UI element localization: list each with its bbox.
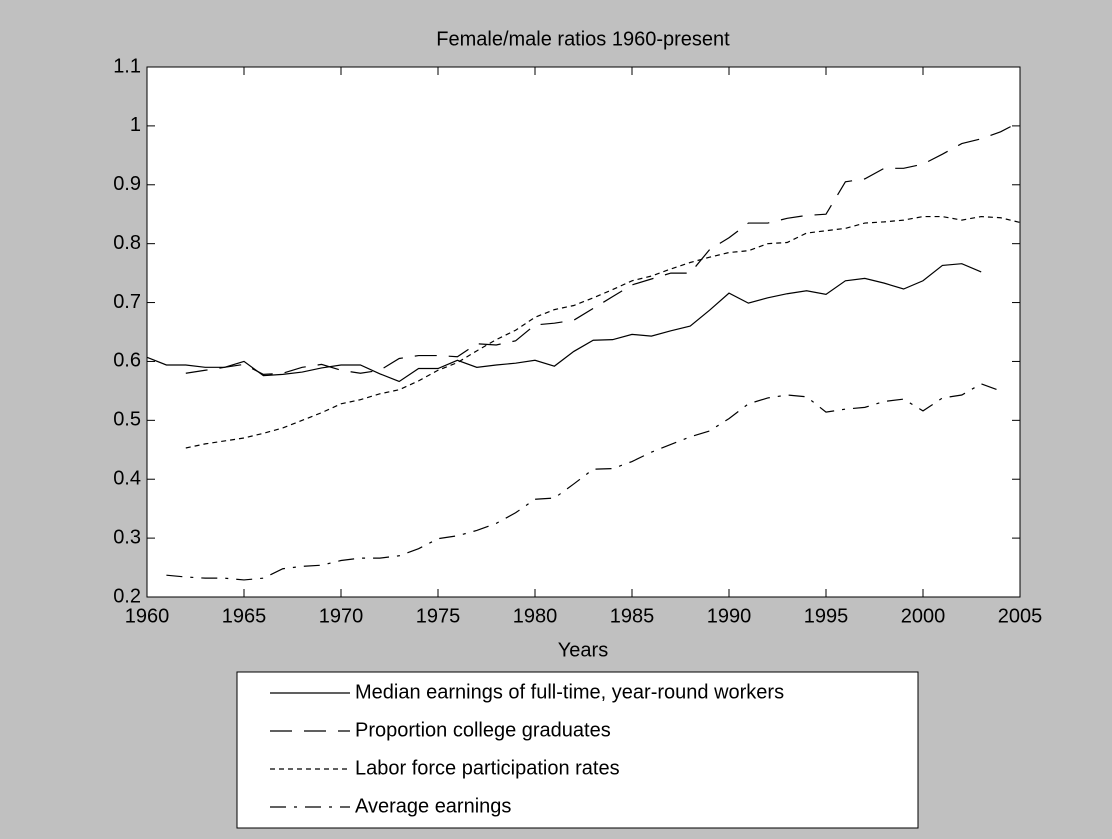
legend-label: Labor force participation rates: [355, 757, 620, 779]
legend-label: Average earnings: [355, 795, 511, 817]
series-line: [185, 215, 1021, 449]
y-tick-label: 0.9: [113, 173, 141, 195]
legend-label: Median earnings of full-time, year-round…: [355, 681, 784, 703]
y-tick-label: 1: [130, 114, 141, 136]
series-line: [185, 121, 1021, 376]
x-tick-label: 1965: [222, 605, 267, 627]
legend-box: [236, 671, 919, 829]
x-tick-label: 1975: [416, 605, 461, 627]
y-tick-label: 0.3: [113, 526, 141, 548]
x-tick-label: 1960: [125, 605, 170, 627]
y-tick-label: 0.6: [113, 350, 141, 372]
chart-title: Female/male ratios 1960-present: [436, 28, 730, 50]
x-tick-label: 1985: [610, 605, 655, 627]
series-line: [146, 263, 982, 383]
x-tick-label: 1995: [804, 605, 849, 627]
y-tick-label: 0.7: [113, 291, 141, 313]
x-tick-label: 2000: [901, 605, 946, 627]
x-tick-label: 1980: [513, 605, 558, 627]
x-axis-label: Years: [558, 639, 608, 661]
y-tick-label: 0.2: [113, 585, 141, 607]
x-tick-label: 2005: [998, 605, 1043, 627]
y-tick-label: 1.1: [113, 55, 141, 77]
legend-label: Proportion college graduates: [355, 719, 611, 741]
y-tick-label: 0.8: [113, 232, 141, 254]
y-tick-label: 0.5: [113, 409, 141, 431]
y-tick-label: 0.4: [113, 468, 141, 490]
plot-area: [147, 67, 1020, 597]
x-tick-label: 1970: [319, 605, 364, 627]
axes-box: [146, 66, 1021, 598]
x-tick-label: 1990: [707, 605, 752, 627]
series-line: [166, 383, 1001, 581]
